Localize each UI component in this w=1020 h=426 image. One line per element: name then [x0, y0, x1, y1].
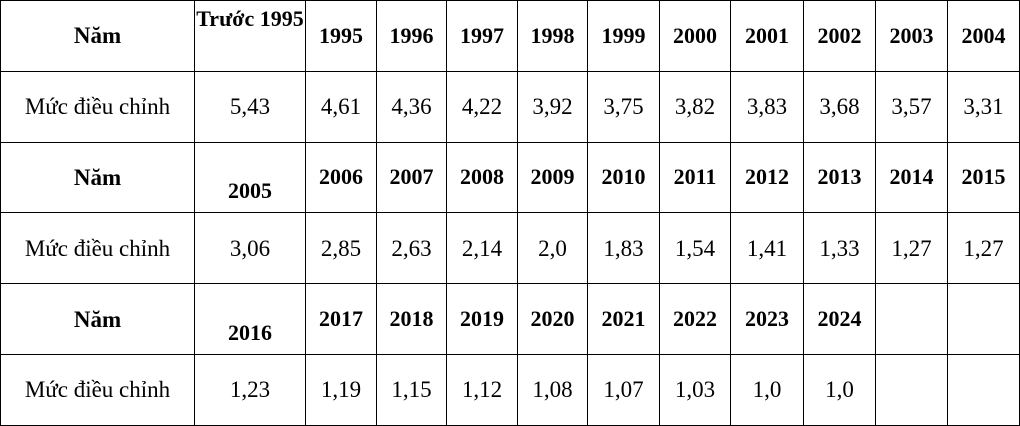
value-cell: 4,61	[305, 70, 377, 143]
year-cell: 2000	[659, 0, 731, 72]
year-cell: 2024	[803, 283, 876, 355]
value-cell: 3,68	[803, 70, 876, 143]
year-cell: 2017	[305, 283, 377, 355]
value-cell: 3,75	[587, 70, 660, 143]
year-cell: 2004	[947, 0, 1020, 72]
value-cell: 1,07	[587, 353, 660, 426]
year-row: Năm Trước 1995 1995 1996 1997 1998 1999 …	[0, 0, 1020, 72]
year-cell: Trước 1995	[194, 0, 306, 72]
year-cell: 1997	[446, 0, 518, 72]
value-cell: 1,0	[803, 353, 876, 426]
value-cell: 4,22	[446, 70, 518, 143]
value-cell: 3,31	[947, 70, 1020, 143]
adjustment-label-cell: Mức điều chỉnh	[0, 212, 195, 285]
empty-cell	[875, 353, 948, 426]
value-row: Mức điều chỉnh 1,23 1,19 1,15 1,12 1,08 …	[0, 353, 1020, 426]
value-cell: 1,0	[730, 353, 804, 426]
year-row: Năm 2005 2006 2007 2008 2009 2010 2011 2…	[0, 141, 1020, 214]
value-cell: 2,0	[517, 212, 588, 285]
adjustment-label-cell: Mức điều chỉnh	[0, 70, 195, 143]
value-cell: 1,19	[305, 353, 377, 426]
value-cell: 2,85	[305, 212, 377, 285]
year-cell: 2007	[376, 141, 447, 214]
value-cell: 1,83	[587, 212, 660, 285]
value-cell: 1,41	[730, 212, 804, 285]
year-header-cell: Năm	[0, 0, 195, 72]
empty-cell	[947, 283, 1020, 355]
value-cell: 4,36	[376, 70, 447, 143]
year-cell: 2018	[376, 283, 447, 355]
value-cell: 2,63	[376, 212, 447, 285]
value-cell: 1,23	[194, 353, 306, 426]
value-cell: 2,14	[446, 212, 518, 285]
year-header-cell: Năm	[0, 141, 195, 214]
value-cell: 1,27	[947, 212, 1020, 285]
year-cell: 2023	[730, 283, 804, 355]
year-cell: 1996	[376, 0, 447, 72]
year-cell: 1998	[517, 0, 588, 72]
value-cell: 3,82	[659, 70, 731, 143]
year-cell: 2016	[194, 283, 306, 355]
year-cell: 2019	[446, 283, 518, 355]
year-cell: 2005	[194, 141, 306, 214]
year-cell: 2021	[587, 283, 660, 355]
value-cell: 1,33	[803, 212, 876, 285]
empty-cell	[875, 283, 948, 355]
year-cell: 2009	[517, 141, 588, 214]
year-cell: 2003	[875, 0, 948, 72]
year-cell: 2014	[875, 141, 948, 214]
year-cell: 2020	[517, 283, 588, 355]
year-header-cell: Năm	[0, 283, 195, 355]
value-cell: 3,06	[194, 212, 306, 285]
year-cell: 2011	[659, 141, 731, 214]
year-cell: 2010	[587, 141, 660, 214]
year-cell: 2012	[730, 141, 804, 214]
empty-cell	[947, 353, 1020, 426]
value-cell: 3,83	[730, 70, 804, 143]
year-cell: 1995	[305, 0, 377, 72]
year-cell: 2001	[730, 0, 804, 72]
year-cell: 1999	[587, 0, 660, 72]
adjustment-label-cell: Mức điều chỉnh	[0, 353, 195, 426]
year-cell: 2008	[446, 141, 518, 214]
value-cell: 3,92	[517, 70, 588, 143]
value-cell: 1,03	[659, 353, 731, 426]
year-cell: 2002	[803, 0, 876, 72]
value-row: Mức điều chỉnh 5,43 4,61 4,36 4,22 3,92 …	[0, 70, 1020, 143]
value-cell: 1,27	[875, 212, 948, 285]
year-cell: 2013	[803, 141, 876, 214]
year-cell: 2006	[305, 141, 377, 214]
value-cell: 1,15	[376, 353, 447, 426]
year-row: Năm 2016 2017 2018 2019 2020 2021 2022 2…	[0, 283, 1020, 355]
value-cell: 1,08	[517, 353, 588, 426]
value-cell: 5,43	[194, 70, 306, 143]
value-cell: 1,12	[446, 353, 518, 426]
year-cell: 2015	[947, 141, 1020, 214]
year-cell: 2022	[659, 283, 731, 355]
value-cell: 1,54	[659, 212, 731, 285]
value-cell: 3,57	[875, 70, 948, 143]
value-row: Mức điều chỉnh 3,06 2,85 2,63 2,14 2,0 1…	[0, 212, 1020, 285]
